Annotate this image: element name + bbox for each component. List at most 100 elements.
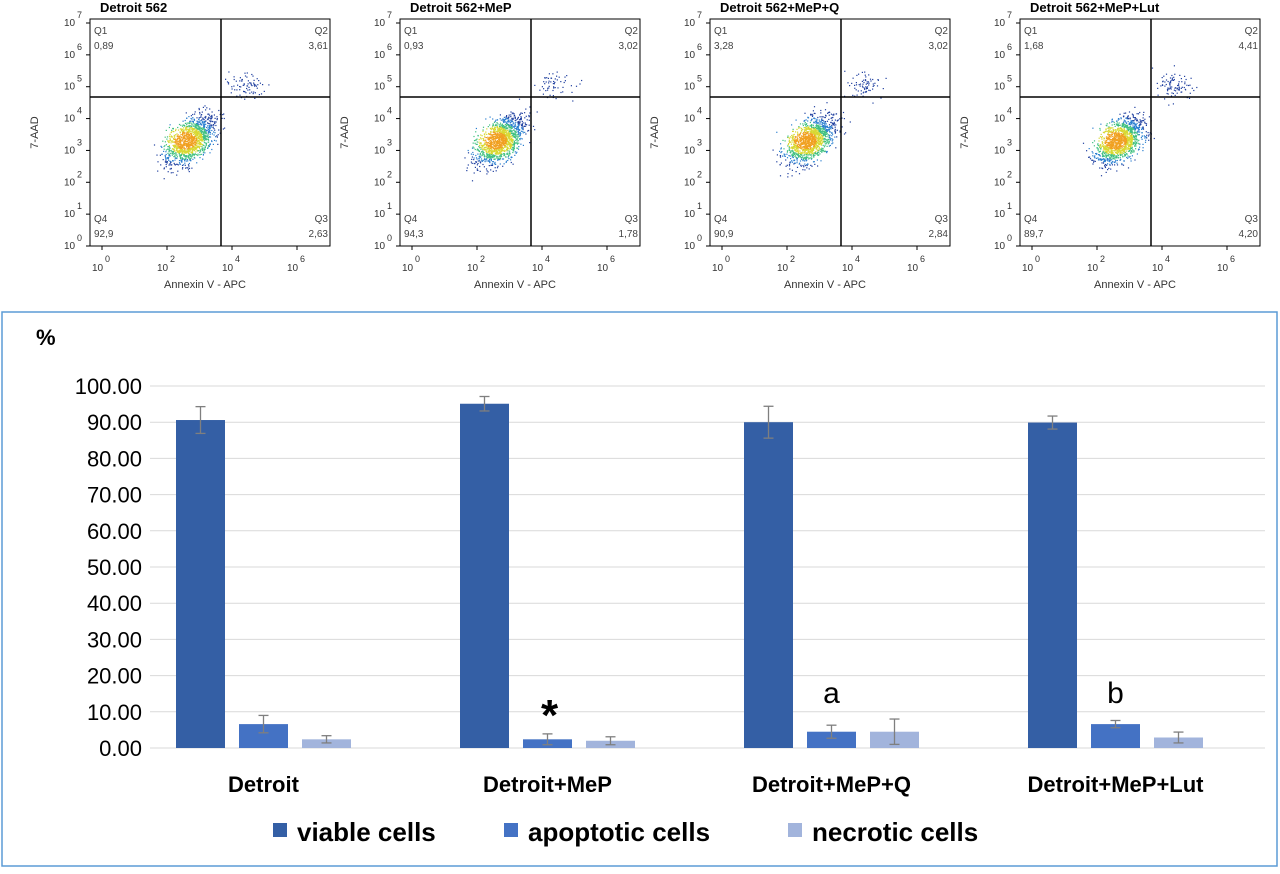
event-dot <box>818 126 819 127</box>
event-dot <box>801 130 802 131</box>
event-dot <box>810 165 811 166</box>
x-tick-exp: 0 <box>725 254 730 264</box>
event-dot <box>796 140 797 141</box>
event-dot <box>169 138 170 139</box>
event-dot <box>249 82 250 83</box>
event-dot <box>171 153 172 154</box>
event-dot <box>796 143 797 144</box>
event-dot <box>176 139 177 140</box>
event-dot <box>189 129 190 130</box>
event-dot <box>176 146 177 147</box>
event-dot <box>508 155 509 156</box>
event-dot <box>486 128 487 129</box>
event-dot <box>164 145 165 146</box>
event-dot <box>811 114 812 115</box>
event-dot <box>819 153 820 154</box>
event-dot <box>1132 125 1133 126</box>
event-dot <box>874 83 875 84</box>
event-dot <box>804 146 805 147</box>
event-dot <box>804 129 805 130</box>
event-dot <box>171 165 172 166</box>
event-dot <box>835 120 836 121</box>
event-dot <box>486 173 487 174</box>
event-dot <box>202 122 203 123</box>
quadrant-label: Q3 <box>315 214 329 225</box>
event-dot <box>1128 121 1129 122</box>
event-dot <box>482 164 483 165</box>
event-dot <box>189 134 190 135</box>
event-dot <box>195 132 196 133</box>
event-dot <box>489 165 490 166</box>
event-dot <box>492 128 493 129</box>
event-dot <box>503 153 504 154</box>
event-dot <box>481 145 482 146</box>
event-dot <box>188 123 189 124</box>
event-dot <box>815 136 816 137</box>
y-tick-exp: 0 <box>387 233 392 243</box>
event-dot <box>198 131 199 132</box>
event-dot <box>475 155 476 156</box>
event-dot <box>861 93 862 94</box>
event-dot <box>834 122 835 123</box>
event-dot <box>179 162 180 163</box>
event-dot <box>799 147 800 148</box>
event-dot <box>492 125 493 126</box>
event-dot <box>466 170 467 171</box>
event-dot <box>495 120 496 121</box>
event-dot <box>512 136 513 137</box>
event-dot <box>504 117 505 118</box>
event-dot <box>533 126 534 127</box>
event-dot <box>868 74 869 75</box>
event-dot <box>826 123 827 124</box>
event-dot <box>795 145 796 146</box>
event-dot <box>495 167 496 168</box>
event-dot <box>494 130 495 131</box>
event-dot <box>189 168 190 169</box>
event-dot <box>497 131 498 132</box>
event-dot <box>201 154 202 155</box>
event-dot <box>198 140 199 141</box>
event-dot <box>814 106 815 107</box>
x-tick-base: 10 <box>532 263 544 274</box>
event-dot <box>818 152 819 153</box>
event-dot <box>474 140 475 141</box>
event-dot <box>521 131 522 132</box>
event-dot <box>199 108 200 109</box>
event-dot <box>515 140 516 141</box>
event-dot <box>189 163 190 164</box>
event-dot <box>795 147 796 148</box>
event-dot <box>552 90 553 91</box>
event-dot <box>1130 126 1131 127</box>
y-tick-exp: 7 <box>697 10 702 20</box>
event-dot <box>817 165 818 166</box>
event-dot <box>815 144 816 145</box>
event-dot <box>172 172 173 173</box>
event-dot <box>804 164 805 165</box>
event-dot <box>494 122 495 123</box>
event-dot <box>218 134 219 135</box>
event-dot <box>183 127 184 128</box>
event-dot <box>247 85 248 86</box>
event-dot <box>816 120 817 121</box>
event-dot <box>796 148 797 149</box>
event-dot <box>501 127 502 128</box>
event-dot <box>200 137 201 138</box>
y-tick-base: 10 <box>684 241 696 252</box>
event-dot <box>514 115 515 116</box>
event-dot <box>472 148 473 149</box>
event-dot <box>521 119 522 120</box>
event-dot <box>171 130 172 131</box>
event-dot <box>479 160 480 161</box>
event-dot <box>186 118 187 119</box>
event-dot <box>507 153 508 154</box>
event-dot <box>817 123 818 124</box>
event-dot <box>809 137 810 138</box>
event-dot <box>545 77 546 78</box>
event-dot <box>1089 148 1090 149</box>
event-dot <box>204 150 205 151</box>
event-dot <box>801 128 802 129</box>
quadrant-label: Q3 <box>625 214 639 225</box>
event-dot <box>179 144 180 145</box>
event-dot <box>497 147 498 148</box>
event-dot <box>477 135 478 136</box>
